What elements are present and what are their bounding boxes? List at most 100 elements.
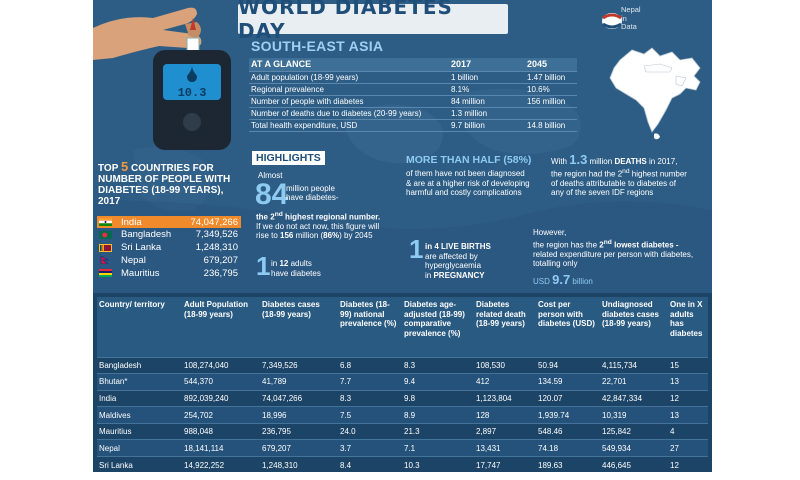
table-cell: Mauritius	[97, 422, 182, 440]
table-cell: 120.07	[536, 389, 600, 407]
table-cell: 13	[668, 406, 708, 424]
table-cell: 27	[668, 439, 708, 457]
bangladesh-flag-icon	[99, 230, 112, 239]
table-cell: Bangladesh	[97, 356, 182, 374]
glance-row: Regional prevalence 8.1% 10.6%	[249, 83, 577, 96]
table-cell: 9.4	[402, 373, 474, 391]
table-row: Nepal 18,141,114 679,207 3.7 7.1 13,431 74.18 5…	[97, 439, 708, 457]
table-cell: 8.3	[338, 389, 402, 407]
country-value: 74,047,266	[190, 216, 238, 228]
glance-cell: Number of people with diabetes	[249, 95, 449, 109]
table-cell: 2,897	[474, 422, 536, 440]
table-cell: 254,702	[182, 406, 260, 424]
nepal-in-data-logo	[602, 13, 622, 29]
table-cell: 10.3	[402, 456, 474, 472]
sri-lanka-flag-icon	[99, 243, 112, 252]
table-cell: 446,645	[600, 456, 668, 472]
glance-header-cell: 2045	[525, 58, 577, 72]
table-cell: 10,319	[600, 406, 668, 424]
table-header-row: Country/ territory Adult Population (18-…	[97, 297, 708, 357]
table-cell: 13	[668, 373, 708, 391]
glance-cell: Adult population (18-99 years)	[249, 71, 449, 84]
country-name: Mauritius	[121, 267, 160, 279]
table-cell: 18,996	[260, 406, 338, 424]
column-header: Cost per person with diabetes (USD)	[536, 297, 600, 357]
table-cell: 12	[668, 389, 708, 407]
glance-row: Total health expenditure, USD 9.7 billio…	[249, 119, 577, 133]
text-2nd-highest: the 2nd highest regional number. If we d…	[256, 211, 381, 241]
country-name: Nepal	[121, 254, 146, 266]
list-item: Bangladesh 7,349,526	[97, 229, 241, 241]
column-header: One in X adults has diabetes	[668, 297, 708, 357]
table-row: Mauritius 988,048 236,795 24.0 21.3 2,897 548.…	[97, 422, 708, 440]
text-84-million: million people have diabetes-	[286, 184, 339, 203]
table-cell: 18,141,114	[182, 439, 260, 457]
table-cell: 17,747	[474, 456, 536, 472]
table-cell: 125,842	[600, 422, 668, 440]
glance-cell: 1 billion	[449, 71, 525, 84]
glance-cell: 1.3 million	[449, 107, 525, 121]
glance-cell	[525, 107, 577, 121]
table-cell: 21.3	[402, 422, 474, 440]
list-item: India 74,047,266	[97, 216, 241, 228]
glance-cell: 14.8 billion	[525, 119, 577, 133]
table-cell: 412	[474, 373, 536, 391]
usd-total: USD 9.7 billion	[533, 272, 593, 287]
table-row: Maldives 254,702 18,996 7.5 8.9 128 1,939.74 10…	[97, 406, 708, 424]
table-cell: 549,934	[600, 439, 668, 457]
list-item: Sri Lanka 1,248,310	[97, 242, 241, 254]
more-than-half-title: MORE THAN HALF (58%)	[406, 154, 532, 166]
table-cell: 42,847,334	[600, 389, 668, 407]
table-row: Bangladesh 108,274,040 7,349,526 6.8 8.3 108,…	[97, 356, 708, 374]
column-header: Diabetes age-adjusted (18-99) comparativ…	[402, 297, 474, 357]
glance-cell: Regional prevalence	[249, 83, 449, 96]
glance-header-cell: AT A GLANCE	[249, 58, 449, 72]
glance-cell: 8.1%	[449, 83, 525, 96]
table-cell: 14,922,252	[182, 456, 260, 472]
table-cell: 8.4	[338, 456, 402, 472]
table-cell: 8.9	[402, 406, 474, 424]
country-value: 7,349,526	[195, 229, 238, 241]
column-header: Diabetes related death (18-99 years)	[474, 297, 536, 357]
table-cell: 892,039,240	[182, 389, 260, 407]
column-header: Country/ territory	[97, 297, 182, 357]
table-cell: 108,274,040	[182, 356, 260, 374]
table-cell: 7.1	[402, 439, 474, 457]
almost-text: Almost	[258, 171, 283, 180]
deaths-text: With 1.3 million DEATHS in 2017, the reg…	[551, 152, 687, 198]
glance-cell: Number of deaths due to diabetes (20-99 …	[249, 107, 449, 121]
table-cell: 24.0	[338, 422, 402, 440]
table-cell: 1,123,804	[474, 389, 536, 407]
column-header: Diabetes (18-99) national prevalence (%)	[338, 297, 402, 357]
meter-display: 10.3	[178, 86, 207, 100]
table-cell: 1,939.74	[536, 406, 600, 424]
table-cell: 128	[474, 406, 536, 424]
text-1-in-12: in 12 adults have diabetes	[271, 259, 321, 278]
column-header: Diabetes cases (18-99 years)	[260, 297, 338, 357]
table-cell: 12	[668, 456, 708, 472]
glance-cell: 1.47 billion	[525, 71, 577, 84]
column-header: Undiagnosed diabetes cases (18-99 years)	[600, 297, 668, 357]
glance-header: AT A GLANCE 2017 2045	[249, 58, 577, 72]
table-cell: 548.46	[536, 422, 600, 440]
table-cell: 7.5	[338, 406, 402, 424]
glucose-meter-illustration: 10.3	[93, 7, 231, 150]
table-cell: 108,530	[474, 356, 536, 374]
table-cell: Bhutan*	[97, 373, 182, 391]
expenditure-text: However, the region has the 2nd lowest d…	[533, 228, 694, 269]
glance-cell: 156 million	[525, 95, 577, 109]
table-row: India 892,039,240 74,047,266 8.3 9.8 1,123,80…	[97, 389, 708, 407]
country-name: India	[121, 216, 142, 228]
table-cell: 8.3	[402, 356, 474, 374]
table-cell: Maldives	[97, 406, 182, 424]
table-cell: 4,115,734	[600, 356, 668, 374]
big-number-84: 84	[255, 178, 289, 211]
glance-row: Number of people with diabetes 84 millio…	[249, 95, 577, 109]
mauritius-flag-icon	[99, 269, 112, 278]
table-cell: 236,795	[260, 422, 338, 440]
south-asia-map	[609, 47, 701, 140]
table-cell: Nepal	[97, 439, 182, 457]
table-cell: 4	[668, 422, 708, 440]
table-row: Sri Lanka 14,922,252 1,248,310 8.4 10.3 17,74…	[97, 456, 708, 472]
column-header: Adult Population (18-99 years)	[182, 297, 260, 357]
